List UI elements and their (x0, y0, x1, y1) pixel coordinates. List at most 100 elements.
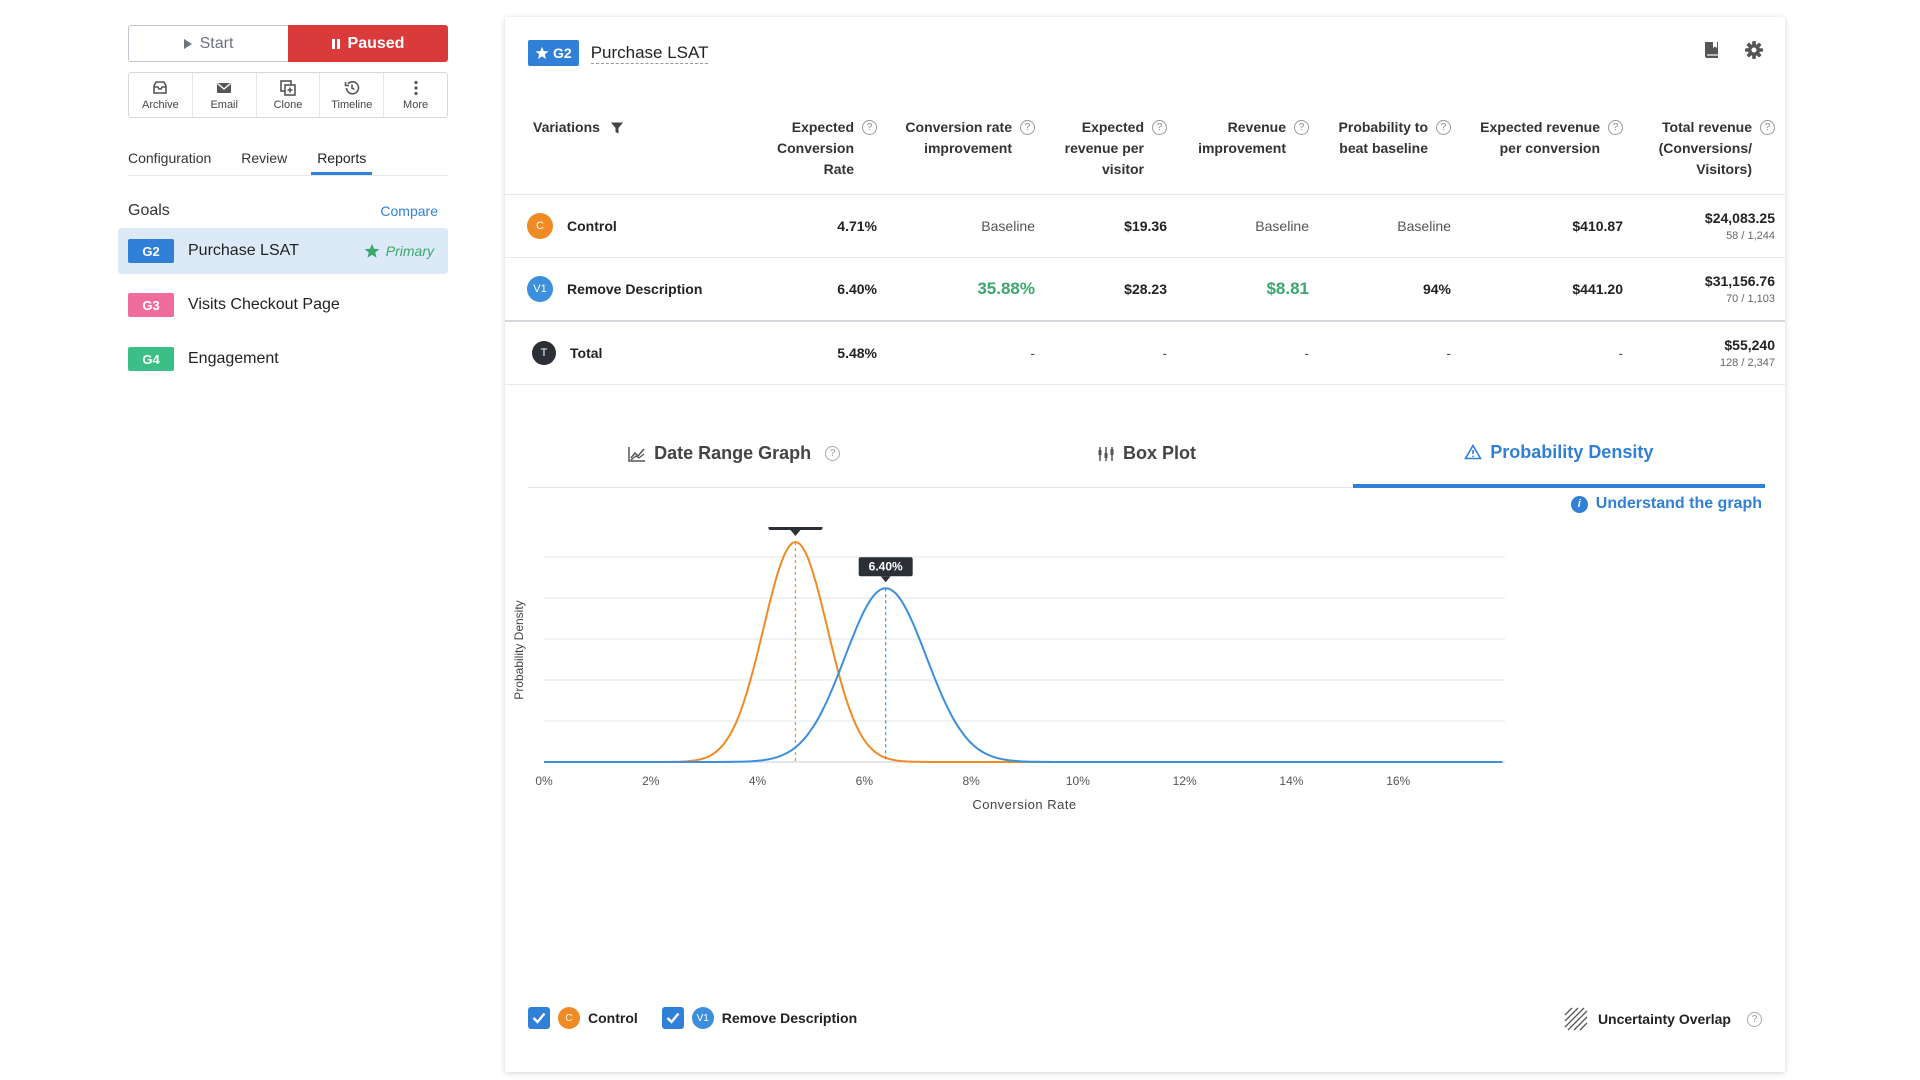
goal-item-purchase-lsat[interactable]: G2 Purchase LSAT Primary (118, 228, 448, 274)
cell-total-revenue: $55,240 128 / 2,347 (1633, 319, 1785, 385)
help-icon[interactable]: ? (1760, 120, 1775, 135)
goals-heading: Goals (128, 202, 170, 219)
report-tabs: Configuration Review Reports (128, 150, 448, 176)
cell-expected-cr: 5.48% (755, 319, 887, 385)
clone-button[interactable]: Clone (257, 73, 321, 117)
email-button[interactable]: Email (193, 73, 257, 117)
filter-icon[interactable] (610, 121, 624, 135)
col-label: improvement (1198, 140, 1286, 156)
tab-box-plot[interactable]: Box Plot (940, 420, 1352, 487)
goal-name: Engagement (188, 350, 279, 367)
help-icon[interactable]: ? (862, 120, 877, 135)
legend-label: Remove Description (721, 1010, 858, 1026)
goal-badge: G3 (128, 293, 174, 317)
help-icon[interactable]: ? (1294, 120, 1309, 135)
chart-legend: C Control V1 Remove Description (528, 1007, 871, 1029)
tab-probability-density[interactable]: Probability Density (1352, 420, 1765, 488)
tab-review[interactable]: Review (241, 150, 288, 166)
help-icon[interactable]: ? (1152, 120, 1167, 135)
col-label: Expected revenue (1480, 119, 1600, 135)
checkbox-checked[interactable] (661, 1007, 684, 1029)
mean-label-pointer (880, 576, 891, 583)
x-tick-label: 12% (1173, 774, 1197, 788)
cell-dash: - (1045, 319, 1177, 385)
cell-rev-per-visitor: $28.23 (1045, 257, 1177, 321)
help-icon[interactable]: ? (1020, 120, 1035, 135)
box-plot-icon (1098, 446, 1114, 461)
run-toggle: Start Paused (128, 25, 448, 62)
book-icon[interactable] (1701, 39, 1723, 61)
compare-link[interactable]: Compare (380, 203, 438, 219)
col-probability-to-beat-baseline: Probability to beat baseline? (1319, 99, 1461, 195)
cell-dash: - (1461, 319, 1633, 385)
checkmark-icon (532, 1012, 546, 1024)
cell-dash: - (887, 319, 1045, 385)
paused-button[interactable]: Paused (288, 25, 448, 62)
x-tick-label: 10% (1066, 774, 1090, 788)
star-icon (364, 243, 380, 258)
x-axis-label: Conversion Rate (972, 797, 1076, 812)
cell-cr-improvement: 35.88% (887, 257, 1045, 321)
goal-badge: G4 (128, 347, 174, 371)
tab-date-range-graph[interactable]: Date Range Graph ? (528, 420, 940, 487)
col-label: per conversion (1499, 140, 1600, 156)
goal-name: Purchase LSAT (188, 242, 299, 259)
goal-title[interactable]: Purchase LSAT (590, 42, 709, 64)
x-tick-label: 14% (1279, 774, 1303, 788)
legend-item-control[interactable]: C Control (528, 1007, 638, 1029)
col-expected-revenue-per-visitor: Expected revenue per visitor? (1045, 99, 1177, 195)
tab-reports[interactable]: Reports (311, 150, 373, 175)
cell-expected-cr: 4.71% (755, 194, 887, 258)
gear-icon[interactable] (1743, 39, 1765, 61)
cell-rev-improvement: Baseline (1177, 194, 1319, 258)
table-row: V1 Remove Description 6.40% 35.88% $28.23… (505, 257, 1785, 321)
goal-name: Visits Checkout Page (188, 296, 340, 313)
x-tick-label: 16% (1386, 774, 1410, 788)
variation-name[interactable]: Remove Description (567, 280, 703, 297)
more-button[interactable]: More (384, 73, 447, 117)
star-icon (535, 46, 549, 59)
mean-label: 4.71% (778, 527, 812, 528)
start-button[interactable]: Start (128, 25, 288, 62)
variation-name[interactable]: Control (567, 218, 617, 234)
density-curve-remove-description (544, 587, 1503, 763)
cell-total-revenue: $31,156.76 70 / 1,103 (1633, 257, 1785, 321)
table-row: C Control 4.71% Baseline $19.36 Baseline … (505, 194, 1785, 258)
line-chart-icon (628, 446, 646, 462)
archive-button[interactable]: Archive (129, 73, 193, 117)
legend-item-remove-description[interactable]: V1 Remove Description (661, 1007, 858, 1029)
start-label: Start (199, 34, 234, 52)
clone-icon (280, 80, 296, 96)
cell-cr-improvement: Baseline (887, 194, 1045, 258)
goal-item-visits-checkout[interactable]: G3 Visits Checkout Page (128, 282, 448, 328)
understand-label: Understand the graph (1595, 495, 1762, 512)
primary-label: Primary (385, 243, 434, 259)
col-label: visitor (1101, 161, 1144, 177)
col-label: Probability to (1338, 119, 1428, 135)
table-header-row: Variations Expected Conversion Rate? Conv… (505, 99, 1785, 195)
table-total-row: T Total 5.48% - - - - - $55,240 128 / 2,34… (505, 319, 1785, 385)
checkbox-checked[interactable] (528, 1007, 550, 1029)
col-variations[interactable]: Variations (505, 99, 755, 195)
tab-label: Date Range Graph (654, 443, 812, 463)
help-icon[interactable]: ? (1747, 1011, 1762, 1027)
play-icon (183, 38, 192, 49)
tab-configuration[interactable]: Configuration (128, 150, 212, 166)
density-curve-control (544, 540, 1503, 763)
card-header: G2 Purchase LSAT (528, 40, 709, 66)
cell-rev-improvement: $8.81 (1177, 257, 1319, 321)
mean-label: 6.40% (869, 560, 903, 574)
col-label: Visitors) (1696, 161, 1752, 177)
checkmark-icon (666, 1012, 680, 1024)
paused-label: Paused (347, 34, 405, 52)
x-tick-label: 4% (749, 774, 767, 788)
understand-graph-link[interactable]: i Understand the graph (1570, 495, 1762, 513)
archive-icon (153, 81, 168, 94)
help-icon[interactable]: ? (825, 446, 841, 461)
help-icon[interactable]: ? (1608, 120, 1623, 135)
timeline-button[interactable]: Timeline (320, 73, 385, 117)
goal-item-engagement[interactable]: G4 Engagement (128, 336, 448, 382)
help-icon[interactable]: ? (1436, 120, 1451, 135)
col-label: Conversion rate (905, 119, 1012, 135)
cell-expected-cr: 6.40% (755, 257, 887, 321)
